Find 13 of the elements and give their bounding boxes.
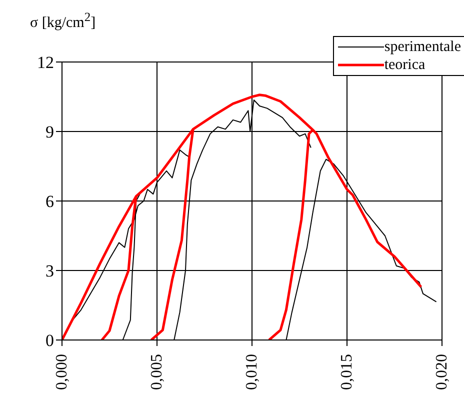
y-tick-label: 3	[46, 262, 54, 281]
legend-label: teorica	[384, 56, 426, 74]
x-tick-label: 0,000	[54, 354, 70, 390]
x-tick-label: 0,010	[244, 354, 260, 390]
y-tick-label: 9	[46, 122, 54, 142]
y-axis-title: σ [kg/cm$^{2}$]	[30, 10, 96, 32]
y-tick-label: 0	[46, 331, 54, 350]
legend-label: sperimentale	[384, 38, 461, 56]
y-tick-label: 12	[37, 53, 54, 72]
y-tick-label: 6	[46, 192, 54, 212]
x-tick-label: 0,015	[338, 354, 356, 390]
x-tick-label: 0,005	[148, 354, 166, 390]
x-tick-label: 0,020	[434, 354, 450, 390]
